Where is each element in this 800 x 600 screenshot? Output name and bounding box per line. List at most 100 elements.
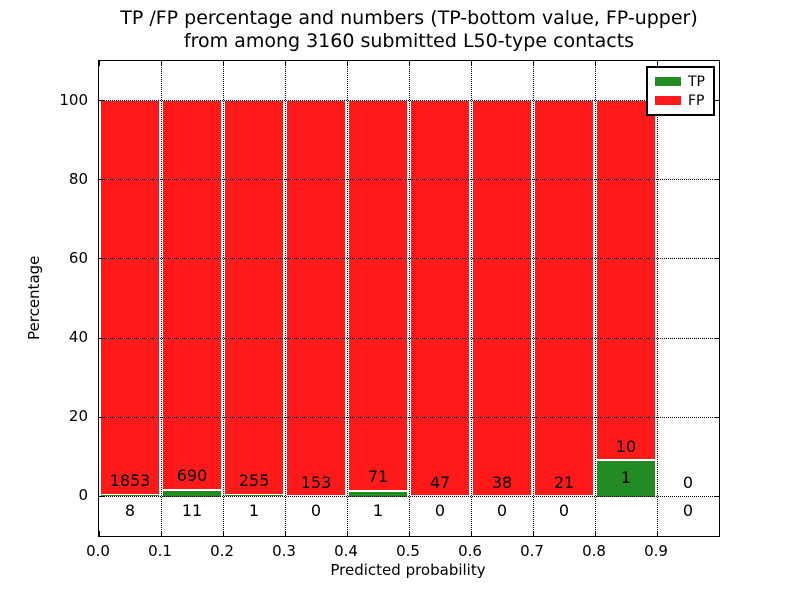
x-tick-mark-top: [470, 61, 472, 66]
fp-count-label: 690: [176, 466, 208, 486]
x-tick-mark-bottom: [656, 531, 658, 536]
bar-segment-tp: [349, 490, 407, 498]
x-tick-label: 0.9: [644, 542, 668, 560]
tp-count-label: 1: [372, 500, 384, 520]
x-tick-mark-top: [594, 61, 596, 66]
bar-segment-fp: [349, 100, 407, 491]
grid-line-vertical: [160, 61, 162, 536]
x-tick-mark-top: [98, 61, 100, 66]
y-tick-mark-left: [99, 495, 104, 497]
bar-segment-tp: [597, 460, 655, 498]
grid-line-vertical: [222, 61, 224, 536]
x-tick-mark-bottom: [222, 531, 224, 536]
tp-count-label: 0: [558, 500, 570, 520]
fp-count-label: 47: [429, 472, 451, 492]
tp-count-label: 8: [124, 500, 136, 520]
bar-segment-fp: [163, 100, 221, 491]
x-tick-mark-bottom: [346, 531, 348, 536]
x-tick-mark-top: [532, 61, 534, 66]
y-tick-mark-left: [99, 179, 104, 181]
grid-line-vertical: [532, 61, 534, 536]
chart-title-line1: TP /FP percentage and numbers (TP-bottom…: [120, 7, 698, 29]
tp-count-label: 0: [496, 500, 508, 520]
y-tick-label: 80: [68, 169, 88, 188]
y-tick-label: 0: [78, 486, 88, 505]
x-tick-mark-bottom: [594, 531, 596, 536]
y-tick-mark-left: [99, 416, 104, 418]
y-tick-mark-left: [99, 258, 104, 260]
bar-segment-fp: [411, 100, 469, 497]
tp-count-label: 0: [434, 500, 446, 520]
y-tick-label: 40: [68, 328, 88, 347]
grid-line-vertical: [594, 61, 596, 536]
fp-count-label: 0: [682, 472, 694, 492]
bar-segment-tp: [163, 490, 221, 498]
x-axis-label: Predicted probability: [330, 561, 486, 579]
y-tick-mark-right: [714, 416, 719, 418]
x-tick-mark-top: [222, 61, 224, 66]
legend: TP FP: [646, 66, 715, 116]
tp-count-label: 0: [682, 500, 694, 520]
x-tick-mark-top: [284, 61, 286, 66]
fp-count-label: 71: [367, 467, 389, 487]
bar-segment-fp: [597, 100, 655, 461]
x-tick-mark-bottom: [160, 531, 162, 536]
y-tick-mark-right: [714, 258, 719, 260]
y-tick-label: 60: [68, 248, 88, 267]
x-tick-label: 0.1: [148, 542, 172, 560]
bar-segment-fp: [225, 100, 283, 495]
bar-segment-fp: [287, 100, 345, 497]
x-tick-mark-top: [160, 61, 162, 66]
legend-entry-tp: TP: [655, 72, 713, 91]
grid-line-vertical: [408, 61, 410, 536]
legend-swatch-fp-icon: [655, 96, 681, 105]
grid-line-vertical: [470, 61, 472, 536]
x-tick-mark-bottom: [470, 531, 472, 536]
y-tick-label: 20: [68, 407, 88, 426]
y-tick-mark-left: [99, 100, 104, 102]
bar-segment-tp: [225, 494, 283, 497]
grid-line-vertical: [284, 61, 286, 536]
chart-title-line2: from among 3160 submitted L50-type conta…: [183, 30, 635, 52]
x-tick-mark-bottom: [284, 531, 286, 536]
y-tick-mark-left: [99, 337, 104, 339]
x-tick-mark-bottom: [532, 531, 534, 536]
x-tick-label: 0.3: [272, 542, 296, 560]
bar-segment-tp: [101, 494, 159, 497]
y-axis-label: Percentage: [25, 255, 43, 340]
bar-segment-fp: [473, 100, 531, 497]
x-tick-mark-top: [346, 61, 348, 66]
y-tick-mark-right: [714, 495, 719, 497]
fp-count-label: 153: [300, 472, 332, 492]
y-tick-mark-right: [714, 100, 719, 102]
x-tick-mark-top: [656, 61, 658, 66]
bar-segment-fp: [101, 100, 159, 495]
y-tick-mark-right: [714, 179, 719, 181]
y-tick-mark-right: [714, 337, 719, 339]
fp-count-label: 1853: [109, 470, 151, 490]
bar-segment-fp: [535, 100, 593, 497]
tp-count-label: 1: [620, 468, 632, 488]
x-tick-label: 0.7: [520, 542, 544, 560]
x-tick-mark-top: [408, 61, 410, 66]
x-tick-label: 0.5: [396, 542, 420, 560]
x-tick-mark-bottom: [98, 531, 100, 536]
y-tick-label: 100: [59, 90, 88, 109]
fp-count-label: 21: [553, 472, 575, 492]
x-tick-label: 0.4: [334, 542, 358, 560]
legend-label-fp: FP: [688, 92, 705, 109]
tp-count-label: 1: [248, 500, 260, 520]
grid-line-vertical: [346, 61, 348, 536]
plot-area: 1853 8 690 11 255 1 153 0 71 1 47 0 38 0 21 0 10 1 0 0: [98, 60, 720, 537]
x-tick-label: 0.0: [86, 542, 110, 560]
x-tick-label: 0.8: [582, 542, 606, 560]
grid-line-vertical: [656, 61, 658, 536]
fp-count-label: 38: [491, 472, 513, 492]
tp-count-label: 11: [181, 500, 203, 520]
fp-count-label: 10: [615, 436, 637, 456]
x-tick-label: 0.2: [210, 542, 234, 560]
x-tick-label: 0.6: [458, 542, 482, 560]
legend-swatch-tp-icon: [655, 77, 681, 86]
fp-count-label: 255: [238, 471, 270, 491]
